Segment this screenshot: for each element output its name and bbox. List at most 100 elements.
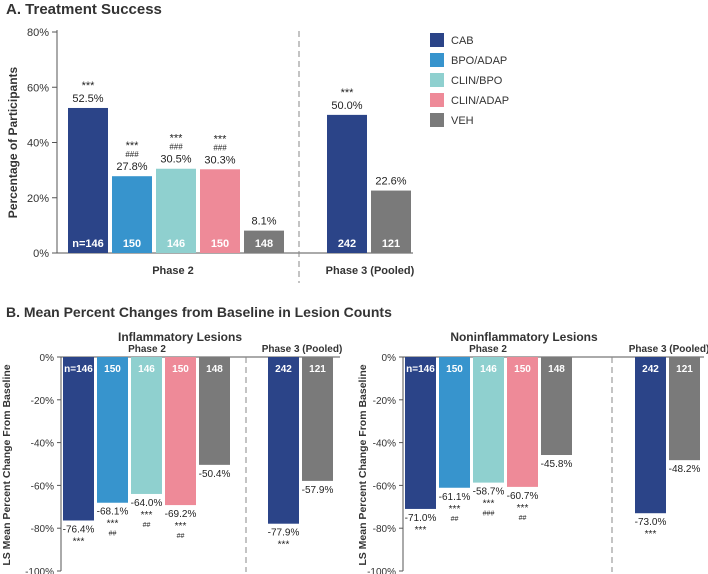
significance-stars: *** [483,499,495,510]
bar-n-label: 150 [211,238,229,250]
bar-n-label: 121 [676,364,693,375]
data-label: -61.1% [439,492,471,503]
bar-veh [669,357,700,461]
significance-stars: *** [82,80,96,92]
legend-label: VEH [451,115,474,127]
legend-swatch [430,113,444,127]
bar-n-label: 150 [446,364,463,375]
bar-clin-adap [200,169,240,253]
panel-title: Inflammatory Lesions [118,330,242,344]
bar-n-label: 148 [548,364,565,375]
data-label: -69.2% [165,509,197,520]
significance-hash: ## [519,515,527,522]
bar-n-label: 242 [275,364,292,375]
bar-cab [405,357,436,509]
group-label: Phase 3 (Pooled) [629,344,708,355]
section-a-title: A. Treatment Success [6,1,162,18]
data-label: -71.0% [405,513,437,524]
data-label: 30.3% [204,154,235,166]
bar-veh [244,230,284,253]
bar-veh [371,190,411,253]
legend-label: CLIN/BPO [451,75,503,87]
y-tick-label: 0% [40,353,55,364]
bar-cab [327,114,367,253]
bar-clin-bpo [473,357,504,483]
bar-n-label: 121 [382,238,400,250]
panel-title: Noninflammatory Lesions [450,330,598,344]
bar-clin-bpo [131,357,162,494]
data-label: -48.2% [669,464,701,475]
y-tick-label: -100% [25,567,54,574]
bar-n-label: 242 [338,238,356,250]
y-tick-label: -60% [31,481,54,492]
treatment-success-chart: 0% 20% 40% 60% 80% Percentage of Participants… [6,27,509,283]
y-tick-label: 80% [27,27,49,39]
y-tick-label: -20% [31,396,54,407]
bar-n-label: 121 [309,364,326,375]
data-label: -73.0% [635,517,667,528]
y-tick-label: 0% [382,353,397,364]
significance-stars: *** [645,529,657,540]
bar-n-label: 150 [172,364,189,375]
section-b-title: B. Mean Percent Changes from Baseline in… [6,304,392,320]
legend-swatch [430,53,444,67]
y-tick-label: 20% [27,193,49,205]
y-tick-label: 40% [27,138,49,150]
data-label: 8.1% [251,216,276,228]
legend-label: BPO/ADAP [451,55,507,67]
data-label: -45.8% [541,459,573,470]
bar-n-label: n=146 [64,364,93,375]
bar-clin-adap [507,357,538,487]
significance-hash: ### [483,511,495,518]
y-tick-label: -40% [373,439,396,450]
significance-stars: *** [214,133,228,145]
y-tick-label: -60% [373,481,396,492]
bar-cab [268,357,299,524]
bar-n-label: 146 [138,364,155,375]
bar-bpo-adap [439,357,470,488]
data-label: -64.0% [131,498,163,509]
bar-clin-bpo [156,168,196,253]
bar-n-label: 148 [255,238,273,250]
group-label: Phase 3 (Pooled) [326,265,415,277]
bar-clin-adap [165,357,196,506]
data-label: 50.0% [331,100,362,112]
bar-veh [541,357,572,456]
legend-swatch [430,93,444,107]
y-tick-label: -80% [373,524,396,535]
significance-hash: ## [451,516,459,523]
significance-hash: ### [169,143,183,152]
significance-stars: *** [126,140,140,152]
y-tick-label: -40% [31,439,54,450]
data-label: -77.9% [268,528,300,539]
bar-n-label: 242 [642,364,659,375]
significance-stars: *** [107,519,119,530]
legend-label: CAB [451,35,474,47]
y-tick-label: -20% [373,396,396,407]
significance-hash: ## [143,522,151,529]
significance-stars: *** [175,521,187,532]
group-label: Phase 2 [469,344,507,355]
y-axis-label: Percentage of Participants [6,66,20,218]
data-label: -57.9% [302,485,334,496]
y-axis-label: LS Mean Percent Change From Baseline [357,364,369,565]
bar-n-label: n=146 [72,238,104,250]
bar-n-label: 146 [167,238,185,250]
y-tick-label: 60% [27,82,49,94]
bar-n-label: 150 [514,364,531,375]
group-label: Phase 3 (Pooled) [262,344,343,355]
data-label: 52.5% [72,93,103,105]
significance-stars: *** [449,504,461,515]
bar-n-label: 146 [480,364,497,375]
y-tick-label: -100% [367,567,396,574]
data-label: -58.7% [473,487,505,498]
significance-stars: *** [141,510,153,521]
bar-cab [635,357,666,514]
bar-cab [63,357,94,521]
data-label: 22.6% [375,176,406,188]
y-tick-label: 0% [33,248,49,260]
data-label: -60.7% [507,491,539,502]
data-label: 27.8% [116,161,147,173]
significance-stars: *** [517,503,529,514]
